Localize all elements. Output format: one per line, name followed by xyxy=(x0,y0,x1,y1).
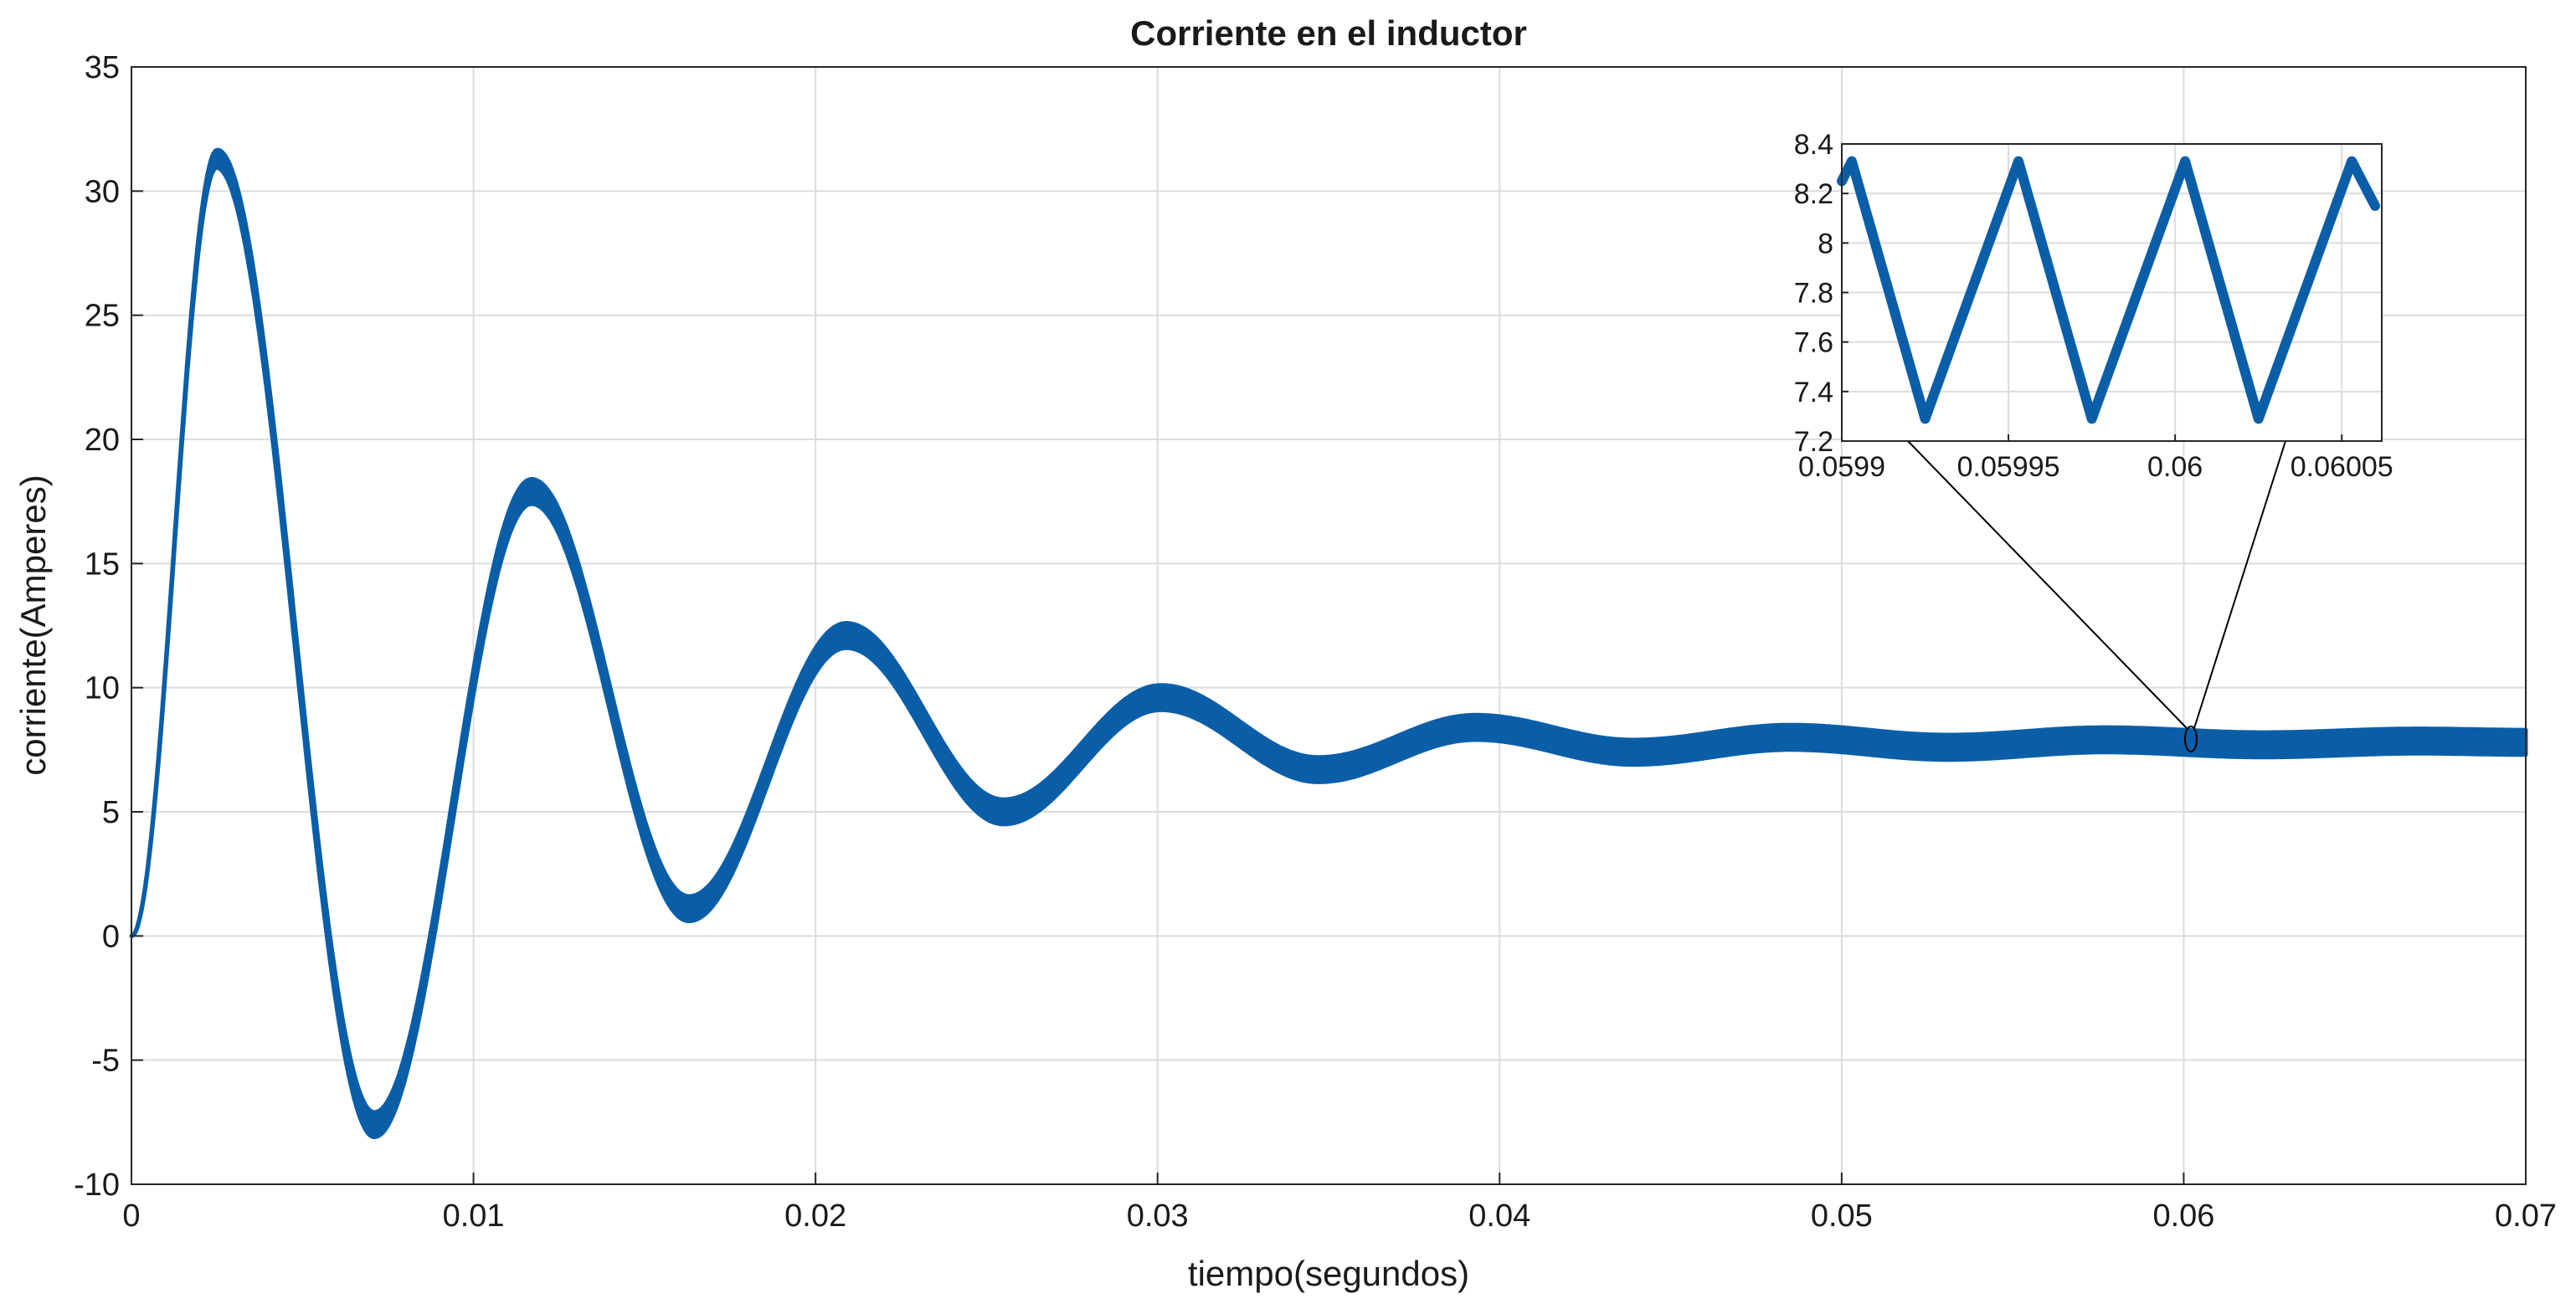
x-tick-label: 0.03 xyxy=(1127,1199,1189,1234)
y-tick-label: 10 xyxy=(85,671,120,706)
y-tick-label: 35 xyxy=(85,50,120,85)
x-tick-label: 0.07 xyxy=(2495,1199,2557,1234)
zoom-region-marker xyxy=(2184,726,2198,752)
y-axis-label: corriente(Amperes) xyxy=(13,475,53,775)
inset-series-line xyxy=(1837,156,2380,424)
inset-y-tick-label: 7.4 xyxy=(1794,377,1833,408)
inset-series xyxy=(1837,156,2380,424)
zoom-connector-left xyxy=(1907,440,2188,729)
inset-x-tick-label: 0.06 xyxy=(2147,451,2203,483)
inset-x-tick-label: 0.0599 xyxy=(1798,451,1885,483)
x-tick-label: 0.06 xyxy=(2152,1199,2214,1234)
inset-y-tick-label: 8.2 xyxy=(1794,178,1833,210)
y-tick-label: 0 xyxy=(102,919,120,954)
y-tick-label: 20 xyxy=(85,423,120,458)
inset-chart: 0.0599 0.05995 0.06 0.06005 7.2 7.4 7.6 7.8 8 8.2… xyxy=(1794,129,2393,483)
inset-y-tick-label: 8.4 xyxy=(1794,129,1833,161)
x-tick-label: 0.05 xyxy=(1811,1199,1873,1234)
x-axis-label: tiempo(segundos) xyxy=(1188,1254,1469,1293)
inset-y-tick-label: 7.6 xyxy=(1794,327,1833,359)
x-tick-label: 0.01 xyxy=(443,1199,505,1234)
zoom-connector-right xyxy=(2193,440,2286,729)
y-tick-label: 30 xyxy=(85,174,120,209)
x-tick-label: 0 xyxy=(122,1199,140,1234)
y-tick-label: -5 xyxy=(91,1044,120,1079)
main-axes-box xyxy=(131,66,2527,1185)
y-tick-label: -10 xyxy=(74,1168,120,1203)
y-tick-label: 5 xyxy=(102,795,120,830)
x-tick-label: 0.02 xyxy=(784,1199,846,1234)
inset-x-tick-label: 0.06005 xyxy=(2291,451,2393,483)
x-tick-label: 0.04 xyxy=(1468,1199,1530,1234)
inset-y-tick-label: 7.8 xyxy=(1794,278,1833,310)
zoom-callout xyxy=(1907,440,2286,752)
y-tick-label: 15 xyxy=(85,547,120,582)
y-tick-label: 25 xyxy=(85,299,120,334)
chart-title: Corriente en el inductor xyxy=(1130,13,1527,53)
inset-y-tick-label: 8 xyxy=(1818,228,1833,259)
main-tick-labels: 0 0.01 0.02 0.03 0.04 0.05 0.06 0.07 -10 -5 0 5 10 15… xyxy=(74,50,2557,1234)
inset-tick-labels: 0.0599 0.05995 0.06 0.06005 7.2 7.4 7.6 7.8 8 8.2… xyxy=(1794,129,2393,483)
inset-x-tick-label: 0.05995 xyxy=(1957,451,2060,483)
inset-y-tick-label: 7.2 xyxy=(1794,426,1833,458)
